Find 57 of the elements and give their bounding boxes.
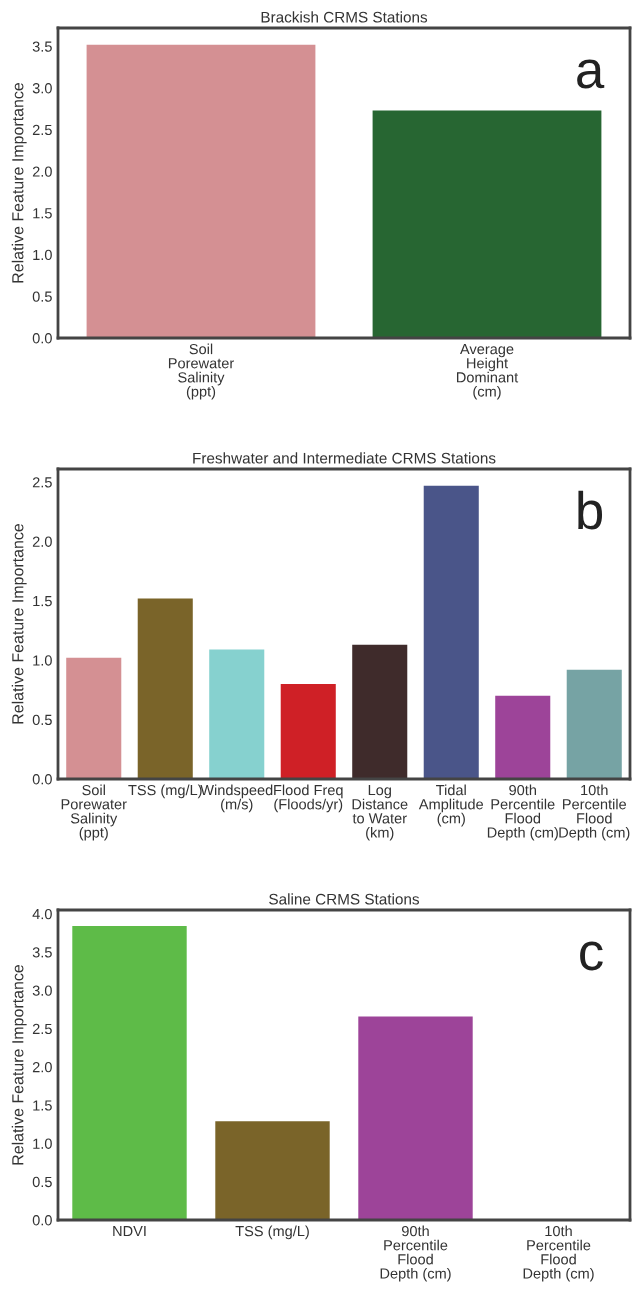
- x-tick-label: 10th Percentile Flood Depth (cm): [523, 1225, 594, 1282]
- annotation: c: [580, 941, 603, 971]
- x-tick-label: 10th Percentile Flood Depth (cm): [559, 784, 630, 841]
- x-tick-label: Soil Porewater Salinity (ppt): [61, 784, 127, 841]
- y-tick-label: 3.0: [32, 985, 52, 996]
- y-axis-title: Relative Feature Importance: [11, 523, 27, 724]
- y-tick-label: 0.0: [32, 333, 52, 344]
- x-tick-label: Tidal Amplitude (cm): [418, 784, 484, 827]
- y-tick-label: 1.0: [33, 655, 52, 666]
- y-tick-label: 0.0: [32, 774, 52, 785]
- y-tick-label: 1.0: [33, 1138, 52, 1149]
- y-tick-label: 1.5: [33, 596, 52, 607]
- y-tick-label: 3.5: [32, 947, 52, 958]
- x-tick-label: Flood Freq (Floods/yr): [274, 784, 343, 813]
- annotation: b: [578, 490, 603, 530]
- y-tick-label: 2.5: [32, 124, 52, 136]
- bar: [72, 926, 187, 1220]
- y-tick-label: 2.0: [32, 536, 52, 547]
- y-tick-label: 2.0: [32, 1062, 52, 1073]
- bar: [66, 657, 122, 779]
- chart-title: Brackish CRMS Stations: [261, 11, 428, 23]
- y-axis-title: Relative Feature Importance: [11, 964, 27, 1165]
- bar: [423, 485, 479, 779]
- y-tick-label: 3.0: [32, 83, 52, 94]
- bar: [358, 1016, 473, 1220]
- x-tick-label: Average Height Dominant (cm): [456, 344, 519, 400]
- y-tick-label: 0.5: [32, 1176, 52, 1188]
- y-tick-label: 3.5: [32, 41, 52, 52]
- y-tick-label: 2.5: [32, 1023, 52, 1035]
- y-tick-label: 1.5: [33, 208, 52, 219]
- y-tick-label: 1.5: [33, 1100, 52, 1111]
- bar: [215, 1121, 330, 1220]
- bar: [280, 683, 336, 779]
- x-tick-label: TSS (mg/L): [235, 1225, 309, 1240]
- x-tick-label: Windspeed (m/s): [200, 784, 273, 813]
- bar: [137, 598, 193, 779]
- x-tick-label: TSS (mg/L): [128, 784, 202, 799]
- y-axis-title: Relative Feature Importance: [11, 82, 27, 283]
- y-tick-label: 0.5: [32, 291, 52, 302]
- bar: [209, 649, 265, 779]
- x-tick-label: Log Distance to Water (km): [352, 785, 408, 841]
- y-tick-label: 2.5: [32, 477, 52, 488]
- y-tick-label: 1.0: [33, 249, 52, 261]
- x-tick-label: Soil Porewater Salinity (ppt): [168, 343, 234, 400]
- chart-title: Freshwater and Intermediate CRMS Stations: [193, 452, 496, 464]
- bar: [495, 695, 551, 779]
- y-tick-label: 0.0: [32, 1215, 52, 1226]
- annotation: a: [577, 59, 605, 89]
- chart-title: Saline CRMS Stations: [269, 893, 420, 905]
- y-tick-label: 2.0: [32, 166, 52, 177]
- x-tick-label: 90th Percentile Flood Depth (cm): [487, 784, 558, 841]
- bar: [352, 644, 408, 779]
- bar: [566, 669, 622, 779]
- x-tick-label: NDVI: [113, 1226, 146, 1237]
- x-tick-label: 90th Percentile Flood Depth (cm): [380, 1225, 451, 1282]
- y-tick-label: 4.0: [32, 908, 52, 920]
- y-tick-label: 0.5: [32, 714, 52, 726]
